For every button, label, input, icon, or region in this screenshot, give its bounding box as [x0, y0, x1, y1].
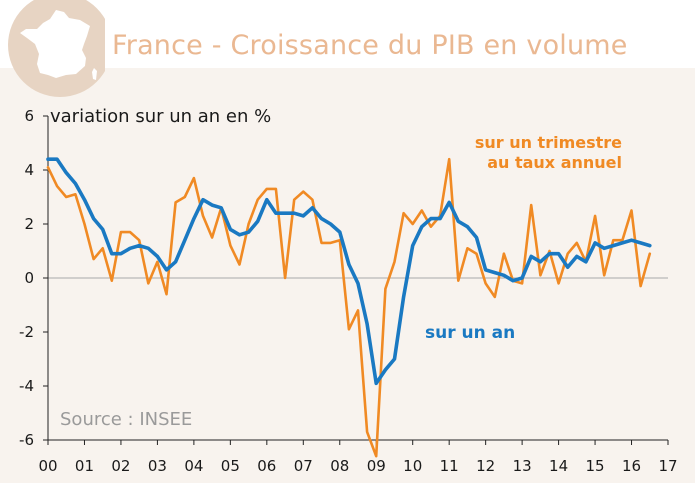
y-tick-label: 2	[24, 215, 34, 233]
header	[0, 0, 695, 68]
annual-series-label: sur un an	[425, 323, 515, 343]
x-tick-label: 17	[658, 457, 677, 475]
y-tick-label: 0	[24, 269, 34, 287]
annual-growth-line	[46, 157, 652, 386]
source-note: Source : INSEE	[60, 409, 192, 430]
france-shape	[20, 10, 90, 78]
x-tick-label: 05	[221, 457, 240, 475]
x-tick-label: 01	[75, 457, 94, 475]
series-group	[46, 157, 652, 458]
x-tick-label: 08	[330, 457, 349, 475]
y-tick-label: -6	[19, 431, 34, 449]
france-map-icon	[8, 0, 105, 97]
x-tick-label: 02	[111, 457, 130, 475]
x-tick-label: 16	[622, 457, 641, 475]
quarterly-series-label-line-2: au taux annuel	[487, 153, 622, 172]
quarterly-growth-line	[46, 157, 652, 458]
y-tick-label: 6	[24, 107, 34, 125]
x-tick-label: 04	[184, 457, 203, 475]
y-tick-label: -4	[19, 377, 34, 395]
y-tick-label: -2	[19, 323, 34, 341]
y-tick-label: 4	[24, 161, 34, 179]
quarterly-series-label-line-1: sur un trimestre	[475, 133, 622, 152]
y-axis-label: variation sur un an en %	[50, 106, 271, 127]
x-tick-label: 11	[440, 457, 459, 475]
x-tick-label: 09	[367, 457, 386, 475]
x-tick-label: 07	[294, 457, 313, 475]
x-tick-label: 10	[403, 457, 422, 475]
x-tick-label: 03	[148, 457, 167, 475]
chart-title: France - Croissance du PIB en volume	[112, 30, 628, 61]
corsica-shape	[92, 68, 97, 80]
plot-background	[0, 68, 695, 483]
x-tick-label: 06	[257, 457, 276, 475]
x-tick-label: 13	[513, 457, 532, 475]
x-tick-label: 15	[586, 457, 605, 475]
x-tick-label: 12	[476, 457, 495, 475]
x-tick-label: 14	[549, 457, 568, 475]
x-tick-label: 00	[38, 457, 57, 475]
